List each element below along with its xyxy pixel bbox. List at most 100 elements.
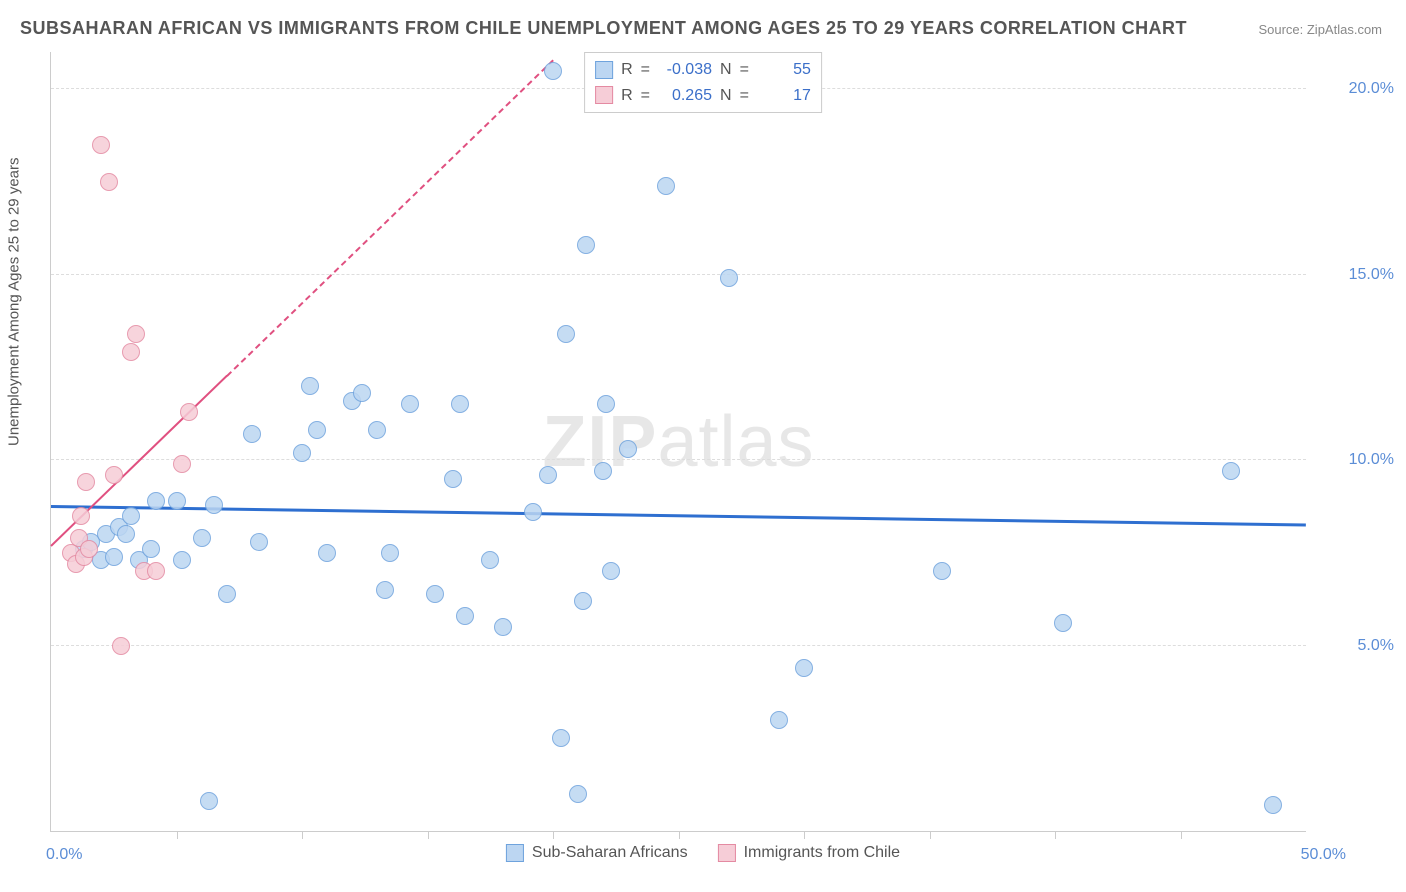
- data-point: [77, 473, 95, 491]
- data-point: [602, 562, 620, 580]
- legend-n-label: N: [720, 83, 732, 109]
- y-tick-label: 10.0%: [1349, 451, 1394, 469]
- data-point: [173, 551, 191, 569]
- data-point: [456, 607, 474, 625]
- data-point: [657, 177, 675, 195]
- x-tick: [679, 831, 680, 839]
- data-point: [770, 711, 788, 729]
- data-point: [552, 729, 570, 747]
- data-point: [481, 551, 499, 569]
- legend-eq: =: [740, 83, 749, 109]
- legend-stats-row: R = 0.265 N = 17: [595, 83, 811, 109]
- legend-item: Immigrants from Chile: [718, 844, 900, 862]
- data-point: [451, 395, 469, 413]
- data-point: [569, 785, 587, 803]
- data-point: [353, 384, 371, 402]
- data-point: [577, 236, 595, 254]
- legend-swatch-icon: [595, 86, 613, 104]
- legend-n-value: 17: [757, 83, 811, 109]
- data-point: [368, 421, 386, 439]
- data-point: [1222, 462, 1240, 480]
- legend-r-label: R: [621, 57, 633, 83]
- legend-r-label: R: [621, 83, 633, 109]
- data-point: [544, 62, 562, 80]
- data-point: [1264, 796, 1282, 814]
- data-point: [376, 581, 394, 599]
- legend-eq: =: [740, 57, 749, 83]
- legend-series: Sub-Saharan Africans Immigrants from Chi…: [506, 844, 900, 862]
- data-point: [147, 562, 165, 580]
- x-axis-max: 50.0%: [1301, 846, 1346, 864]
- data-point: [597, 395, 615, 413]
- x-tick: [428, 831, 429, 839]
- data-point: [720, 269, 738, 287]
- data-point: [381, 544, 399, 562]
- data-point: [122, 343, 140, 361]
- x-tick: [553, 831, 554, 839]
- gridline: [51, 274, 1306, 275]
- legend-eq: =: [641, 57, 650, 83]
- legend-n-value: 55: [757, 57, 811, 83]
- x-tick: [930, 831, 931, 839]
- x-axis-min: 0.0%: [46, 846, 82, 864]
- legend-r-value: -0.038: [658, 57, 712, 83]
- data-point: [308, 421, 326, 439]
- x-tick: [1055, 831, 1056, 839]
- data-point: [524, 503, 542, 521]
- legend-item-label: Immigrants from Chile: [744, 844, 900, 862]
- data-point: [100, 173, 118, 191]
- legend-swatch-icon: [506, 844, 524, 862]
- watermark-thin: atlas: [657, 402, 814, 482]
- data-point: [180, 403, 198, 421]
- x-tick: [1181, 831, 1182, 839]
- data-point: [127, 325, 145, 343]
- data-point: [795, 659, 813, 677]
- data-point: [193, 529, 211, 547]
- data-point: [494, 618, 512, 636]
- chart-source: Source: ZipAtlas.com: [1258, 22, 1382, 37]
- data-point: [80, 540, 98, 558]
- legend-r-value: 0.265: [658, 83, 712, 109]
- legend-stats: R = -0.038 N = 55 R = 0.265 N = 17: [584, 52, 822, 113]
- data-point: [933, 562, 951, 580]
- data-point: [619, 440, 637, 458]
- data-point: [401, 395, 419, 413]
- y-tick-label: 20.0%: [1349, 80, 1394, 98]
- data-point: [205, 496, 223, 514]
- correlation-chart: SUBSAHARAN AFRICAN VS IMMIGRANTS FROM CH…: [0, 0, 1406, 892]
- data-point: [72, 507, 90, 525]
- data-point: [301, 377, 319, 395]
- data-point: [218, 585, 236, 603]
- trend-line: [226, 60, 554, 377]
- data-point: [122, 507, 140, 525]
- x-tick: [177, 831, 178, 839]
- legend-item: Sub-Saharan Africans: [506, 844, 688, 862]
- data-point: [105, 548, 123, 566]
- data-point: [574, 592, 592, 610]
- data-point: [293, 444, 311, 462]
- x-tick: [804, 831, 805, 839]
- trend-line: [51, 505, 1306, 526]
- data-point: [92, 136, 110, 154]
- data-point: [173, 455, 191, 473]
- data-point: [168, 492, 186, 510]
- data-point: [147, 492, 165, 510]
- data-point: [200, 792, 218, 810]
- data-point: [117, 525, 135, 543]
- y-tick-label: 15.0%: [1349, 266, 1394, 284]
- legend-n-label: N: [720, 57, 732, 83]
- watermark: ZIPatlas: [542, 401, 814, 483]
- legend-eq: =: [641, 83, 650, 109]
- data-point: [1054, 614, 1072, 632]
- data-point: [444, 470, 462, 488]
- data-point: [426, 585, 444, 603]
- gridline: [51, 459, 1306, 460]
- legend-stats-row: R = -0.038 N = 55: [595, 57, 811, 83]
- x-tick: [302, 831, 303, 839]
- data-point: [142, 540, 160, 558]
- plot-area: ZIPatlas: [50, 52, 1306, 832]
- gridline: [51, 645, 1306, 646]
- legend-swatch-icon: [718, 844, 736, 862]
- data-point: [112, 637, 130, 655]
- data-point: [557, 325, 575, 343]
